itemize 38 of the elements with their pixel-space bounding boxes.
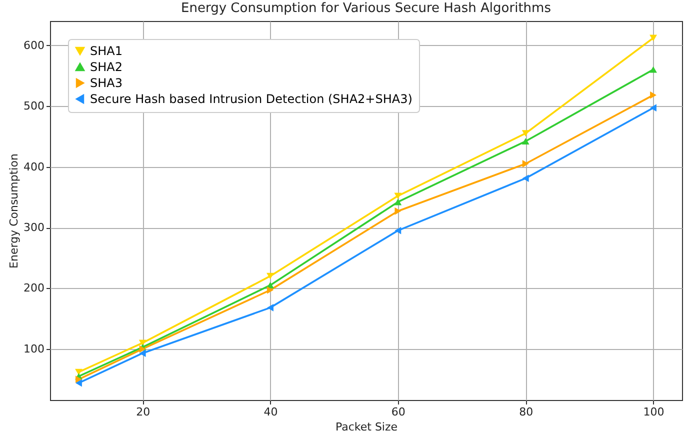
- legend-label: SHA1: [90, 44, 122, 58]
- x-tick-label: 40: [264, 406, 278, 418]
- point: [139, 350, 146, 357]
- y-axis-title: Energy Consumption: [8, 154, 21, 268]
- x-axis-title: Packet Size: [335, 420, 398, 434]
- y-tick-label: 200: [24, 282, 44, 295]
- point: [76, 379, 82, 387]
- y-tick-label: 400: [24, 160, 44, 174]
- y-tick-label: 100: [24, 342, 44, 356]
- legend-label: SHA3: [90, 76, 122, 90]
- point: [522, 160, 529, 168]
- point: [394, 192, 402, 200]
- x-tick-label: 100: [643, 406, 664, 418]
- point: [522, 138, 530, 144]
- point: [76, 376, 82, 384]
- y-tick-label: 500: [24, 100, 44, 113]
- x-tick-label: 20: [136, 406, 150, 418]
- point: [266, 272, 274, 280]
- x-tick-label: 80: [519, 406, 534, 418]
- point: [267, 304, 274, 312]
- point: [522, 174, 529, 182]
- point: [394, 226, 402, 234]
- y-tick-label: 600: [24, 38, 44, 52]
- point: [394, 207, 402, 215]
- point: [650, 91, 656, 99]
- point: [267, 286, 274, 294]
- legend-label: SHA2: [90, 60, 122, 74]
- point: [650, 104, 656, 112]
- point: [139, 345, 146, 353]
- point: [650, 34, 657, 42]
- chart-title: Energy Consumption for Various Secure Hash Algorithms: [181, 1, 552, 16]
- y-tick-label: 300: [24, 221, 44, 234]
- legend-label: Secure Hash based Intrusion Detection (SHA2+SHA3): [90, 92, 412, 106]
- point: [138, 340, 146, 346]
- x-tick-label: 60: [391, 406, 406, 418]
- point: [650, 66, 657, 73]
- point: [522, 130, 530, 137]
- point: [394, 198, 402, 206]
